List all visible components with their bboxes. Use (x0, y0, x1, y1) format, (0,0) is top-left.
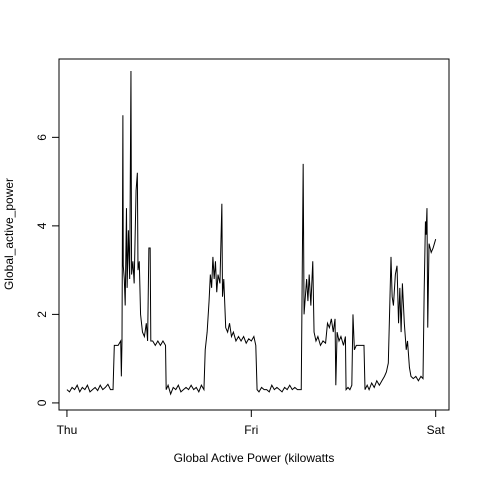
plot-frame (58, 58, 450, 411)
x-tick-label: Sat (427, 423, 446, 437)
x-tick-label: Thu (57, 423, 78, 437)
y-tick-label: 6 (35, 134, 49, 141)
x-tick-label: Fri (244, 423, 258, 437)
x-axis-label: Global Active Power (kilowatts (174, 451, 335, 465)
y-tick-label: 0 (35, 399, 49, 406)
y-tick-label: 2 (35, 311, 49, 318)
data-line (66, 70, 437, 396)
y-tick-label: 4 (35, 222, 49, 229)
y-axis-label: Global_active_power (2, 178, 16, 290)
